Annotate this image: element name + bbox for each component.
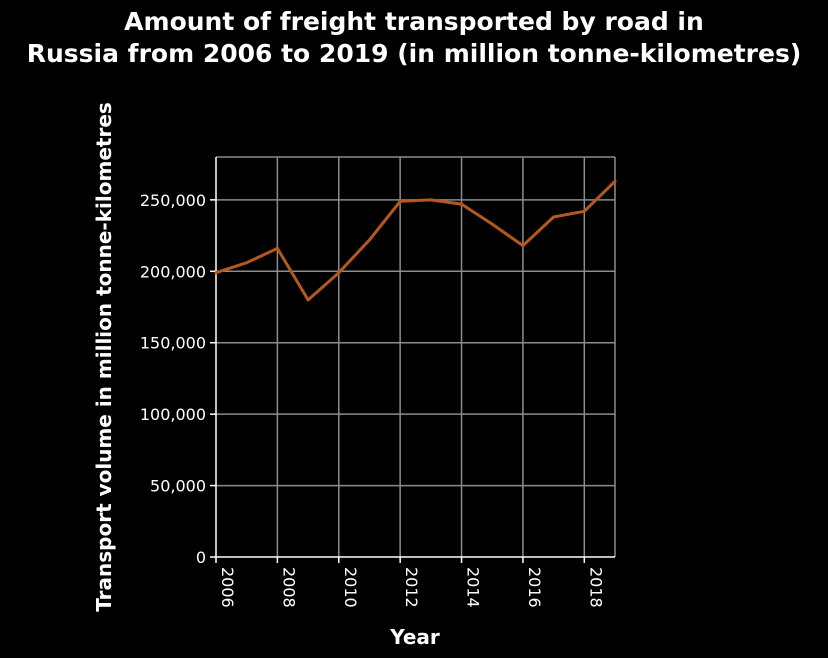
series-layer [214, 179, 617, 302]
data-point [275, 246, 279, 250]
x-tick-label: 2018 [586, 567, 605, 608]
y-tick-label: 0 [196, 548, 206, 567]
y-axis-ticks: 0 50,000 100,000 150,000 200,000 250,000 [140, 191, 216, 567]
plot-grid [216, 156, 616, 557]
y-tick-label: 50,000 [150, 477, 206, 496]
data-point [521, 244, 525, 248]
data-point [367, 238, 371, 242]
chart-title-line-2: Russia from 2006 to 2019 (in million ton… [27, 39, 802, 68]
y-tick-label: 200,000 [140, 262, 206, 281]
x-axis-label: Year [389, 625, 440, 649]
x-tick-label: 2008 [279, 567, 298, 608]
y-tick-label: 100,000 [140, 405, 206, 424]
data-point [214, 271, 218, 275]
data-point [552, 215, 556, 219]
data-point [613, 179, 617, 183]
plot-axes [215, 157, 615, 558]
x-axis-ticks: 2006 2008 2010 2012 2014 2016 2018 [215, 557, 605, 608]
data-point [398, 199, 402, 203]
y-tick-label: 250,000 [140, 191, 206, 210]
y-tick-label: 150,000 [140, 334, 206, 353]
y-axis-label: Transport volume in million tonne-kilome… [92, 102, 116, 612]
data-point [245, 261, 249, 265]
x-tick-label: 2010 [341, 567, 360, 608]
series-line [214, 179, 617, 302]
data-point [460, 202, 464, 206]
data-point [429, 198, 433, 202]
data-point [490, 222, 494, 226]
x-tick-label: 2012 [402, 567, 421, 608]
chart-title-line-1: Amount of freight transported by road in [124, 7, 704, 36]
data-point [306, 298, 310, 302]
data-point [337, 271, 341, 275]
data-point [582, 209, 586, 213]
x-tick-label: 2014 [464, 567, 483, 608]
x-tick-label: 2006 [218, 567, 237, 608]
x-tick-label: 2016 [525, 567, 544, 608]
